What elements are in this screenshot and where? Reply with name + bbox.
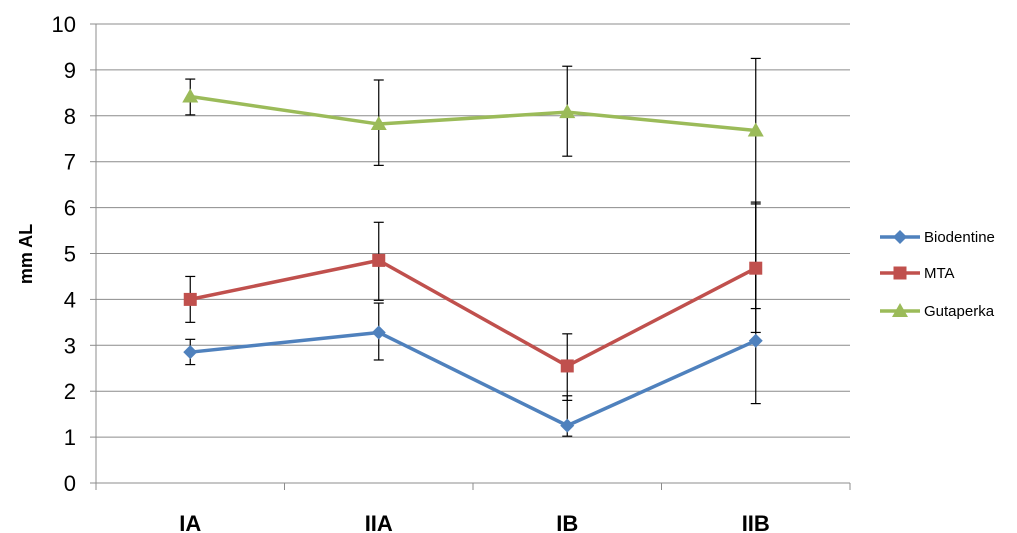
- axes: [95, 24, 851, 490]
- series-gutaperka: [182, 88, 764, 137]
- y-tick-labels: 0 1 2 3 4 5 6 7 8 9 10: [52, 12, 76, 496]
- x-tick-labels: IA IIA IB IIB: [179, 511, 770, 533]
- y-tick-label: 1: [64, 425, 76, 450]
- y-tick-label: 8: [64, 104, 76, 129]
- series-line: [189, 258, 757, 368]
- x-tick-label: IB: [556, 511, 578, 533]
- series-line: [189, 94, 756, 133]
- y-tick-label: 0: [64, 471, 76, 496]
- data-point: [183, 345, 198, 360]
- series-biodentine: [183, 325, 763, 433]
- y-tick-label: 4: [64, 287, 76, 312]
- data-point: [560, 359, 574, 373]
- data-point: [560, 418, 575, 433]
- x-tick-label: IA: [179, 511, 201, 533]
- data-point: [748, 333, 763, 348]
- x-tick-label: IIA: [365, 511, 393, 533]
- data-point: [183, 292, 197, 306]
- data-point: [370, 116, 387, 131]
- series-line: [190, 330, 757, 428]
- y-tick-label: 9: [64, 58, 76, 83]
- legend-item-biodentine: Biodentine: [880, 229, 995, 246]
- y-tick-label: 6: [64, 196, 76, 221]
- data-point: [747, 122, 764, 137]
- legend: Biodentine MTA Gutaperka: [880, 229, 995, 320]
- data-point: [182, 88, 199, 103]
- legend-item-gutaperka: Gutaperka: [880, 303, 995, 320]
- legend-label: Gutaperka: [924, 303, 995, 320]
- legend-marker: [893, 266, 907, 280]
- y-tick-label: 3: [64, 333, 76, 358]
- x-tick-label: IIB: [742, 511, 770, 533]
- data-point: [372, 253, 386, 267]
- y-tick-label: 2: [64, 379, 76, 404]
- series-lines: [182, 88, 764, 433]
- legend-label: MTA: [924, 265, 955, 282]
- data-point: [559, 104, 576, 119]
- legend-item-mta: MTA: [880, 265, 955, 282]
- grid-lines: [90, 23, 850, 484]
- series-mta: [183, 253, 763, 373]
- y-tick-label: 7: [64, 150, 76, 175]
- legend-label: Biodentine: [924, 229, 995, 246]
- data-point: [749, 261, 763, 275]
- data-point: [371, 325, 386, 340]
- y-axis-label: mm AL: [16, 224, 36, 284]
- legend-marker: [892, 303, 908, 317]
- y-tick-label: 10: [52, 12, 76, 37]
- y-tick-label: 5: [64, 242, 76, 267]
- legend-marker: [893, 230, 907, 244]
